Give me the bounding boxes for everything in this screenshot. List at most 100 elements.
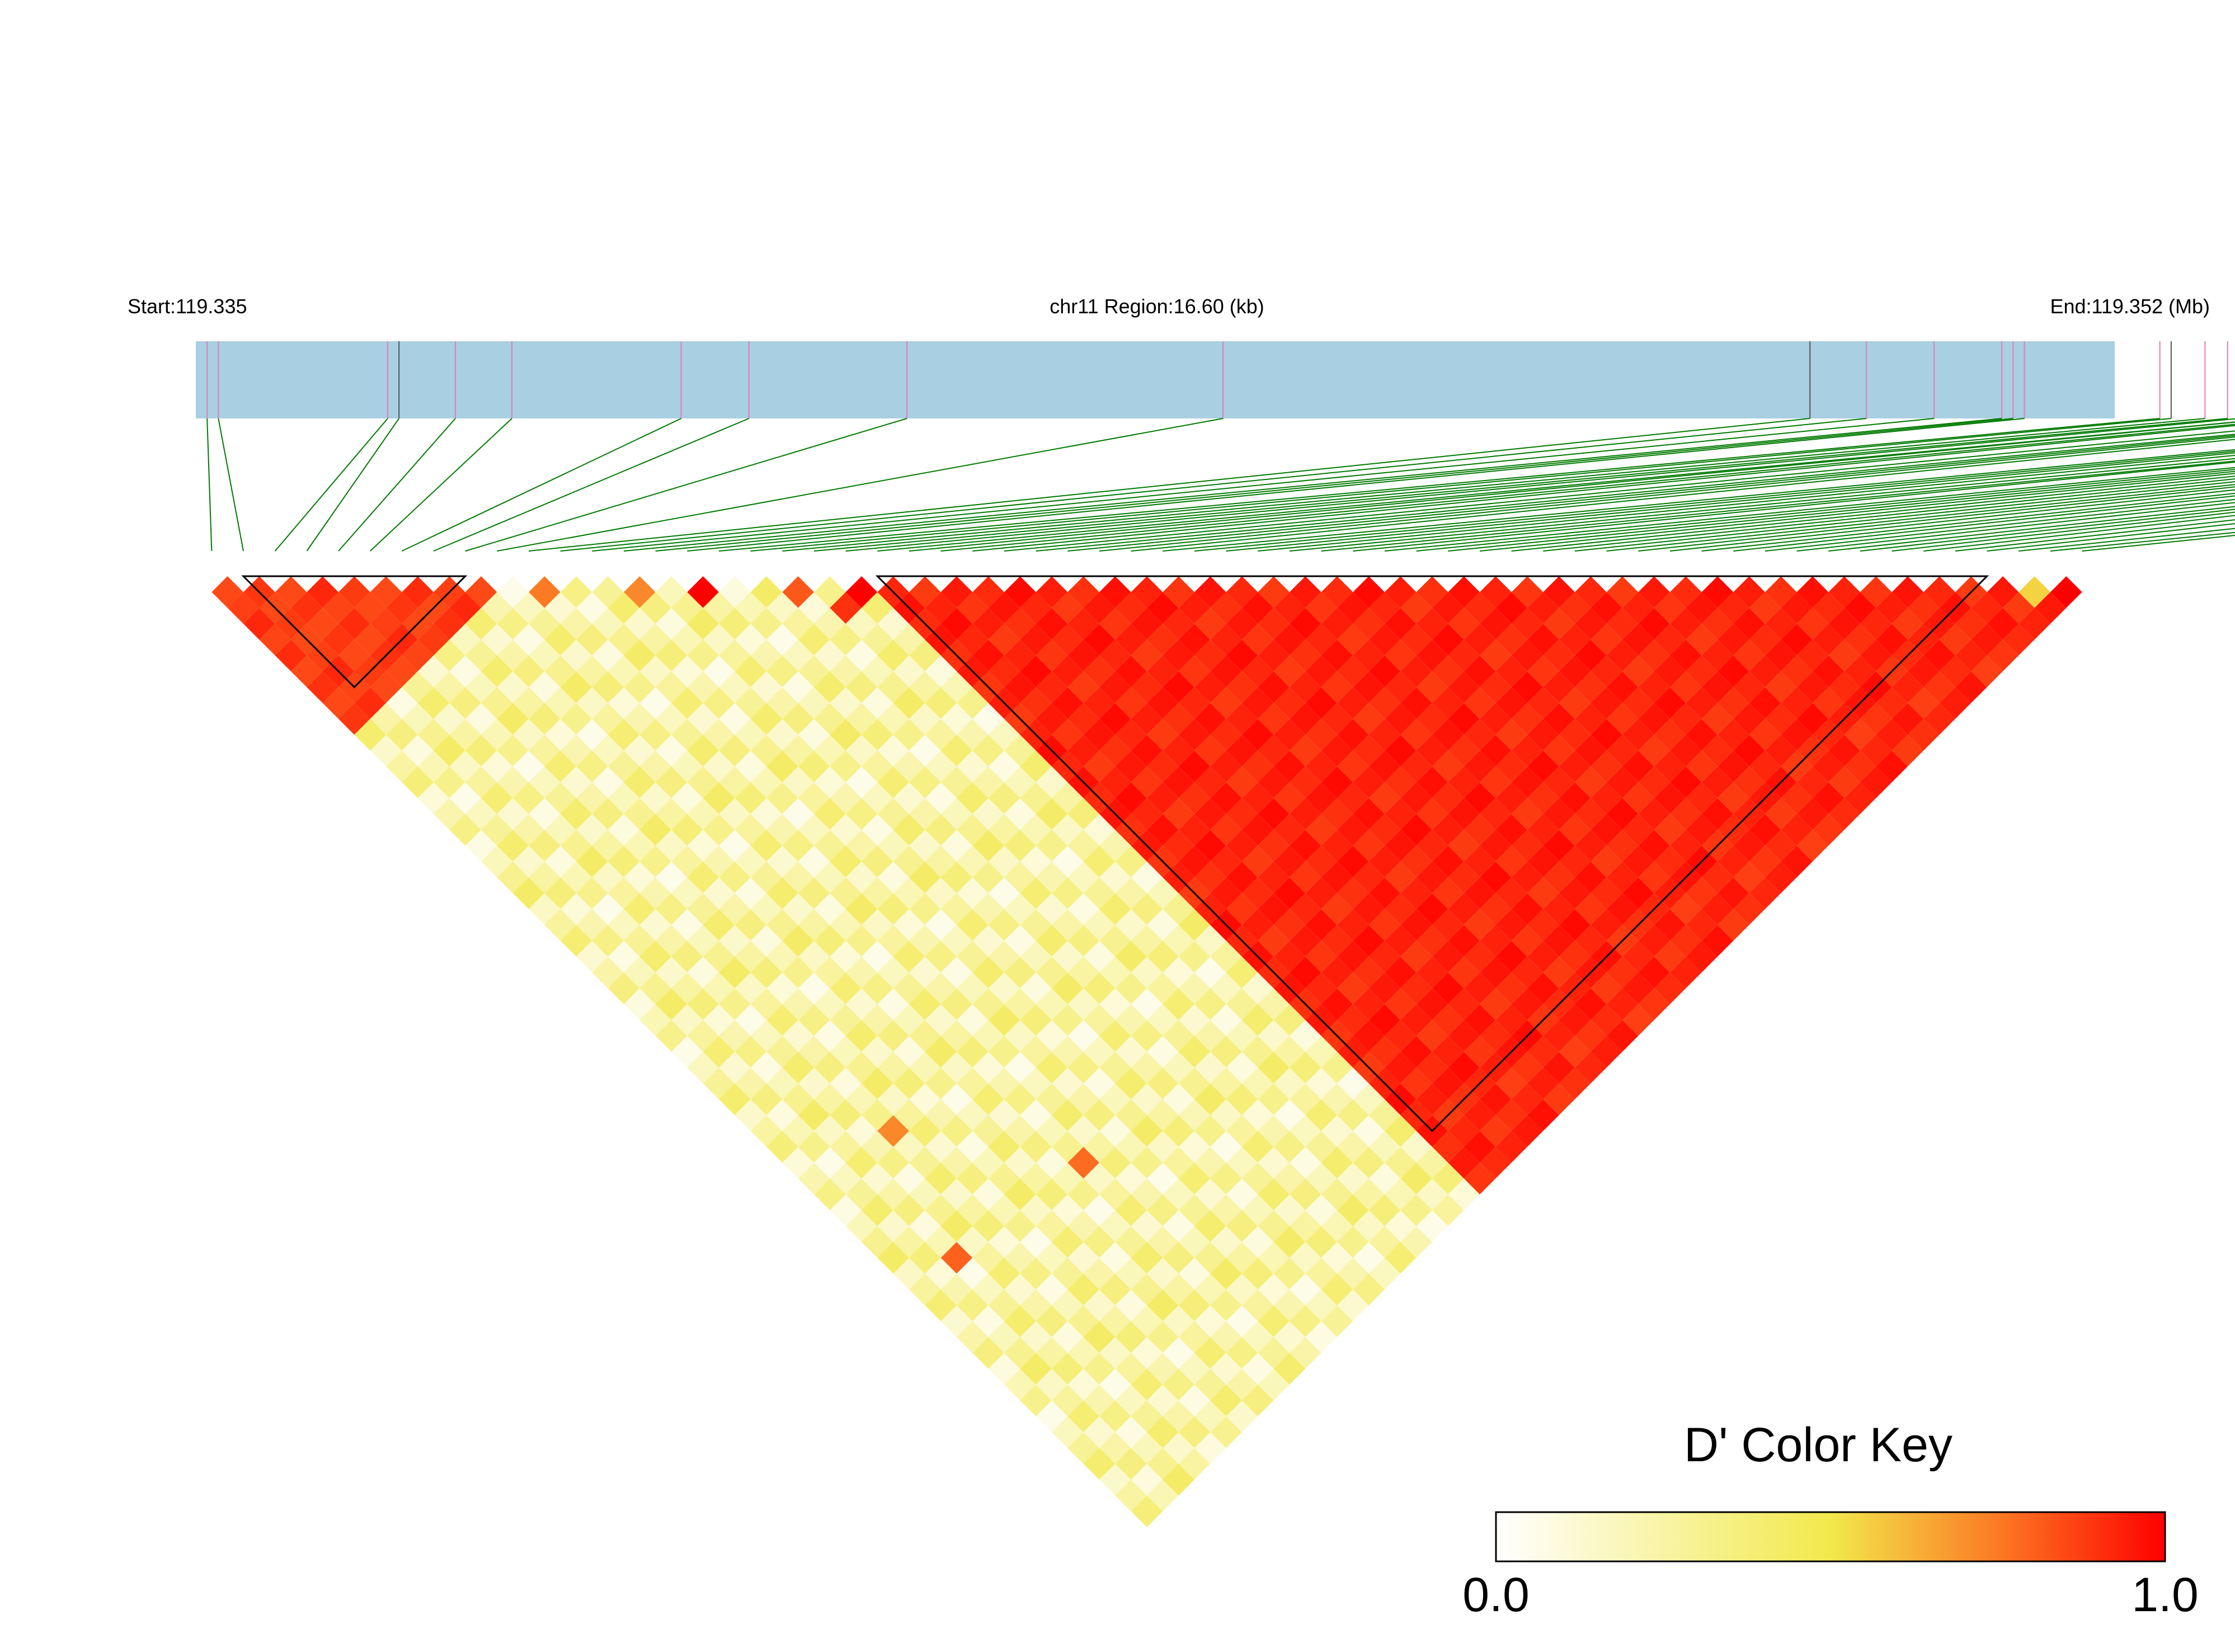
ld-cell [1844,655,1876,688]
ld-cell [925,1162,957,1194]
snp-connector-line [1796,502,2235,552]
ld-cell [1115,1289,1147,1321]
ld-cell [402,671,434,703]
ld-cell [639,592,671,624]
ld-cell [322,624,355,656]
ld-cell [465,576,497,608]
ld-cell [544,814,576,846]
ld-cell [1131,1432,1163,1464]
ld-cell [798,972,830,1004]
ld-cell [893,750,925,783]
ld-cell [1606,639,1639,671]
ld-cell [1020,1289,1052,1321]
ld-cell [940,862,973,893]
ld-cell [1020,782,1052,814]
ld-cell [1368,972,1401,1004]
ld-cell [1226,798,1258,830]
ld-cell [1131,925,1163,957]
ld-cell [1686,782,1718,814]
ld-cell [1321,830,1353,862]
ld-cell [608,750,640,783]
snp-connector-line [813,418,2228,552]
ld-cell [1099,608,1131,640]
ld-cell [1020,624,1052,656]
ld-cell [1353,576,1385,608]
ld-cell [1733,830,1765,862]
ld-cell [1226,1273,1258,1306]
ld-cell [830,1162,862,1194]
ld-cell [1226,1210,1258,1242]
ld-cell [1480,703,1512,735]
ld-cell [1083,592,1116,624]
ld-cell [988,1321,1020,1353]
ld-cell [1258,1305,1290,1337]
ld-cell [1400,624,1432,656]
ld-cell [1178,1321,1211,1353]
ld-cell [1131,1210,1163,1242]
ld-cell [1416,1147,1448,1179]
ld-cell [1305,1226,1337,1258]
ld-cell [1321,925,1353,957]
ld-cell [1305,1162,1337,1194]
ld-cell [1606,735,1639,766]
ld-cell [1575,798,1607,830]
ld-cell [1527,1036,1559,1068]
ld-cell [1273,1067,1306,1099]
ld-cell [1242,655,1274,688]
ld-cell [1036,1242,1068,1274]
ld-cell [1131,703,1163,735]
ld-cell [1385,988,1417,1020]
ld-cell [972,1337,1004,1369]
ld-cell [1495,1099,1527,1131]
ld-cell [1258,639,1290,671]
ld-cell [750,862,783,893]
snp-connector-line [940,423,2235,552]
ld-cell [766,845,798,878]
ld-cell [909,1083,941,1116]
ld-cell [671,655,703,688]
ld-cell [1654,814,1686,846]
ld-cell [1368,909,1401,941]
ld-cell [735,877,766,909]
ld-cell [1036,671,1068,703]
ld-cell [1273,624,1306,656]
ld-cell [1083,687,1116,719]
ld-cell [925,814,957,846]
ld-cell [877,1147,909,1179]
ld-cell [1036,862,1068,893]
ld-cell [1210,1353,1242,1385]
snp-connector-line [1099,436,2235,552]
ld-cell [925,782,957,814]
ld-cell [893,1036,925,1068]
ld-cell [1543,576,1575,608]
ld-cell [1416,703,1448,735]
ld-cell [1067,639,1099,671]
ld-cell [512,592,545,624]
snp-connector-line [497,418,1224,552]
ld-cell [1781,687,1813,719]
ld-cell [1400,1226,1432,1258]
ld-cell [735,655,766,688]
ld-cell [735,909,766,941]
ld-cell [893,1258,925,1289]
ld-cell [1796,576,1829,608]
ld-cell [1495,1067,1527,1099]
ld-cell [1828,639,1860,671]
ld-cell [798,624,830,656]
ld-cell [1622,940,1654,973]
ld-cell [1337,1131,1369,1163]
ld-cell [1638,639,1670,671]
ld-cell [1226,703,1258,735]
ld-cell [1543,608,1575,640]
ld-cell [1131,1368,1163,1401]
ld-cell [1147,1036,1179,1068]
snp-connector-line [845,418,2235,552]
ld-cell [1036,1400,1068,1432]
ld-cell [1178,719,1211,751]
snp-connector-line [1163,449,2235,552]
ld-cell [655,988,688,1020]
snp-connector-line [909,421,2235,552]
ld-cell [1305,719,1337,751]
ld-cell [1020,1099,1052,1131]
ld-cell [1067,1210,1099,1242]
